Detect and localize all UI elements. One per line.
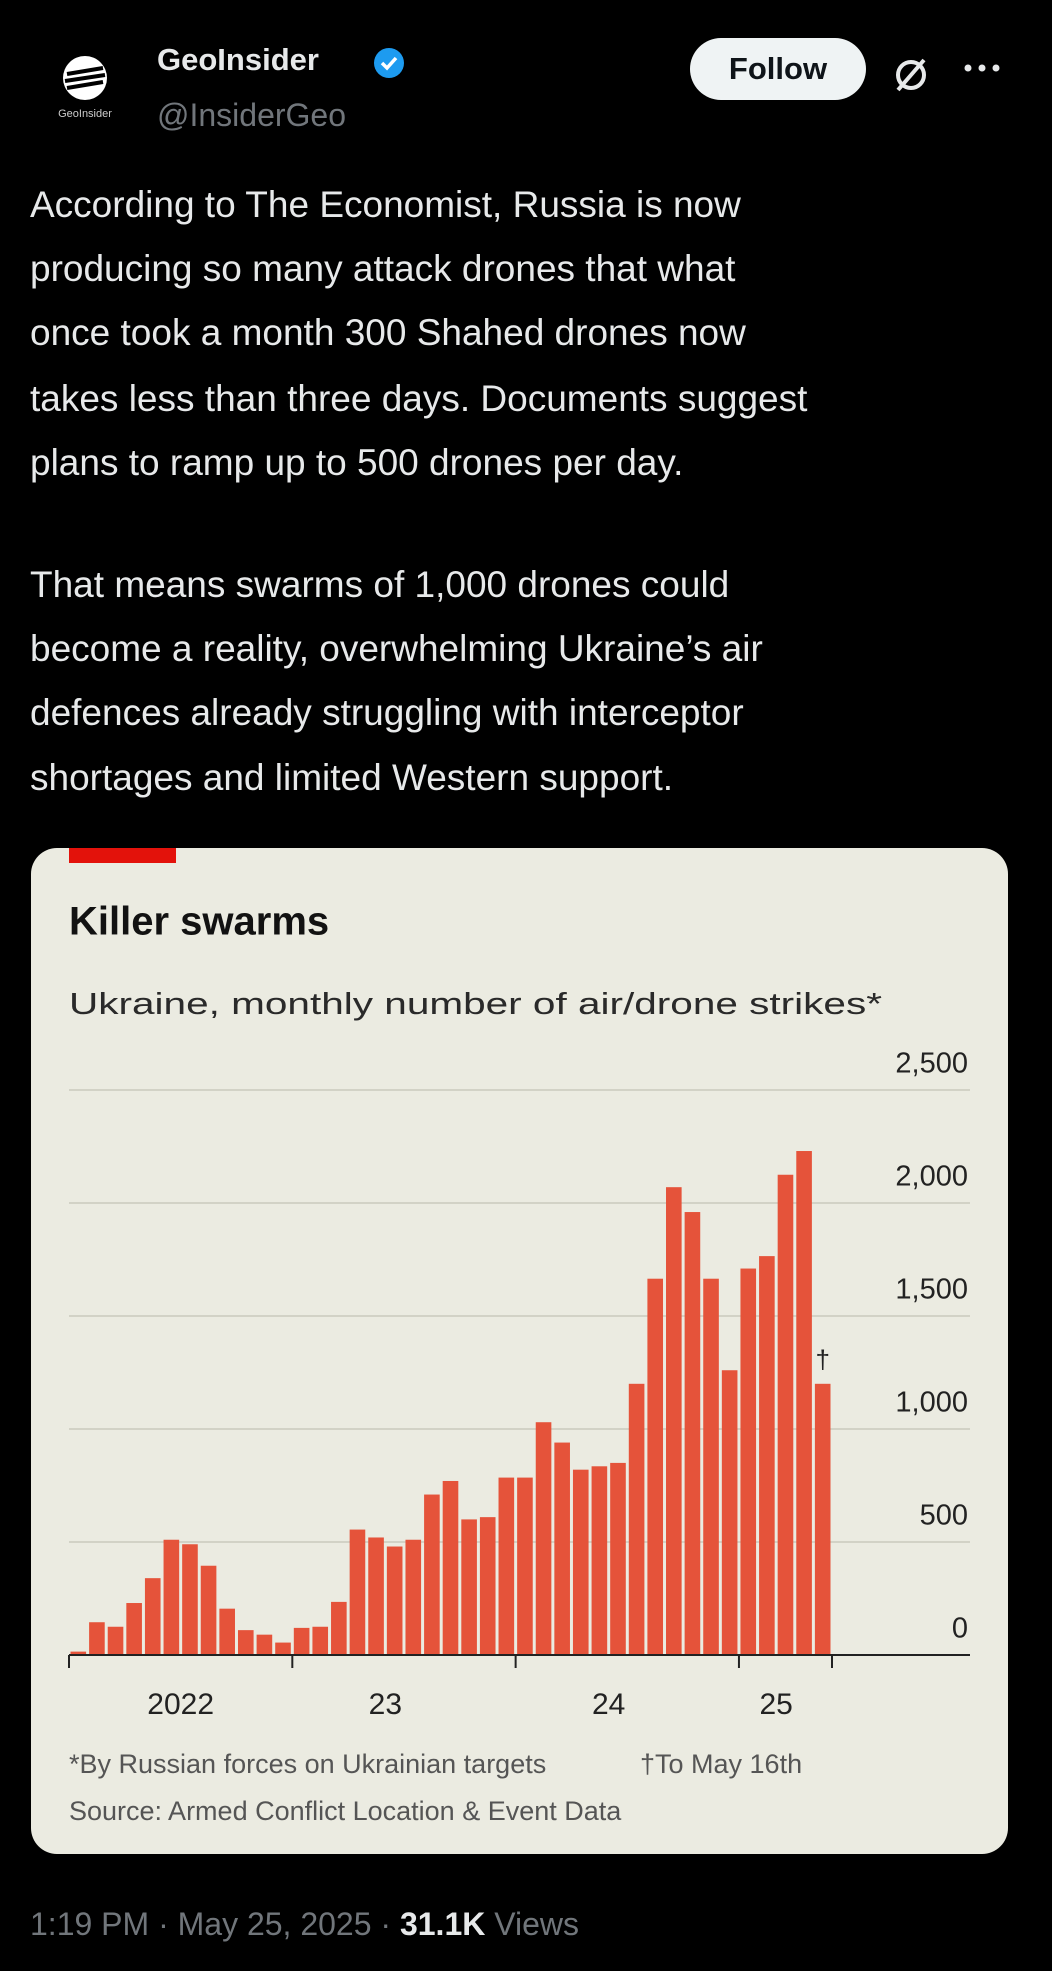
bar xyxy=(331,1601,347,1655)
avatar[interactable]: GeoInsider xyxy=(45,44,125,124)
y-tick-label: 1,000 xyxy=(895,1387,968,1419)
bar xyxy=(628,1383,645,1655)
bar xyxy=(814,1383,831,1655)
bar xyxy=(517,1477,533,1655)
bar xyxy=(405,1539,422,1655)
text-line: defences already struggling with interce… xyxy=(30,692,744,733)
annotation: † xyxy=(815,1345,829,1375)
text-line: producing so many attack drones that wha… xyxy=(30,248,736,289)
bar xyxy=(703,1278,719,1655)
views-count: 31.1K xyxy=(399,1906,486,1942)
bar xyxy=(442,1480,459,1655)
display-name[interactable]: GeoInsider xyxy=(157,42,319,77)
bar xyxy=(647,1278,664,1655)
x-tick-label: 25 xyxy=(759,1688,792,1721)
bar xyxy=(349,1529,366,1655)
text-line: become a reality, overwhelming Ukraine’s… xyxy=(30,628,763,669)
bar xyxy=(572,1469,589,1655)
bar xyxy=(144,1578,161,1655)
bar xyxy=(200,1565,217,1655)
chart-title: Killer swarms xyxy=(69,900,329,944)
y-tick-label: 2,000 xyxy=(895,1161,968,1193)
bar xyxy=(256,1634,273,1655)
bar xyxy=(275,1642,291,1655)
separator: · xyxy=(158,1906,169,1942)
bar xyxy=(777,1174,794,1655)
bar xyxy=(684,1212,701,1655)
x-tick-label: 23 xyxy=(369,1688,402,1721)
bar xyxy=(740,1268,757,1655)
bar xyxy=(461,1519,477,1655)
text-line: takes less than three days. Documents su… xyxy=(30,378,808,419)
bar xyxy=(666,1187,682,1655)
avatar-label: GeoInsider xyxy=(58,108,112,120)
bar xyxy=(759,1256,775,1655)
bar xyxy=(721,1370,738,1655)
bar xyxy=(386,1546,403,1655)
separator: · xyxy=(380,1906,392,1942)
bar xyxy=(424,1494,440,1655)
x-tick-label: 2022 xyxy=(147,1688,214,1721)
date[interactable]: May 25, 2025 xyxy=(177,1906,372,1942)
timestamp-row: 1:19 PM · May 25, 2025 · 31.1K Views xyxy=(30,1906,579,1943)
bar xyxy=(554,1442,570,1655)
text-line: shortages and limited Western support. xyxy=(30,757,674,798)
views-label: Views xyxy=(494,1906,580,1942)
y-tick-label: 500 xyxy=(920,1500,968,1532)
time[interactable]: 1:19 PM xyxy=(30,1906,150,1942)
bar xyxy=(479,1517,496,1655)
bar xyxy=(237,1630,254,1655)
bar xyxy=(591,1466,608,1655)
y-tick-label: 2,500 xyxy=(895,1048,968,1080)
bar xyxy=(163,1539,180,1655)
bar xyxy=(219,1608,235,1655)
bar xyxy=(293,1627,310,1655)
bar xyxy=(182,1544,198,1655)
handle[interactable]: @InsiderGeo xyxy=(157,97,347,133)
grok-icon[interactable] xyxy=(886,50,936,100)
bar xyxy=(368,1537,384,1655)
chart-subtitle: Ukraine, monthly number of air/drone str… xyxy=(69,986,882,1021)
bar xyxy=(610,1462,626,1655)
footnote: †To May 16th xyxy=(640,1749,802,1779)
more-icon[interactable] xyxy=(960,58,1006,78)
x-tick-label: 24 xyxy=(592,1688,625,1721)
y-tick-label: 0 xyxy=(952,1613,968,1645)
avatar-logo xyxy=(63,56,107,100)
bar xyxy=(126,1603,142,1655)
bar xyxy=(107,1626,124,1655)
text-line: That means swarms of 1,000 drones could xyxy=(30,564,730,605)
bar xyxy=(796,1151,812,1655)
footnote: *By Russian forces on Ukrainian targets xyxy=(69,1749,546,1779)
source: Source: Armed Conflict Location & Event … xyxy=(69,1796,622,1826)
y-tick-label: 1,500 xyxy=(895,1274,968,1306)
text-line: plans to ramp up to 500 drones per day. xyxy=(30,442,684,483)
bar xyxy=(89,1622,105,1655)
text-line: According to The Economist, Russia is no… xyxy=(30,184,741,225)
bar xyxy=(535,1422,552,1655)
follow-button[interactable]: Follow xyxy=(690,38,866,100)
bar xyxy=(498,1477,515,1655)
bar xyxy=(312,1626,329,1655)
bar xyxy=(70,1651,87,1655)
text-line: once took a month 300 Shahed drones now xyxy=(30,312,746,353)
verified-badge xyxy=(374,48,404,78)
red-tag xyxy=(69,848,176,863)
